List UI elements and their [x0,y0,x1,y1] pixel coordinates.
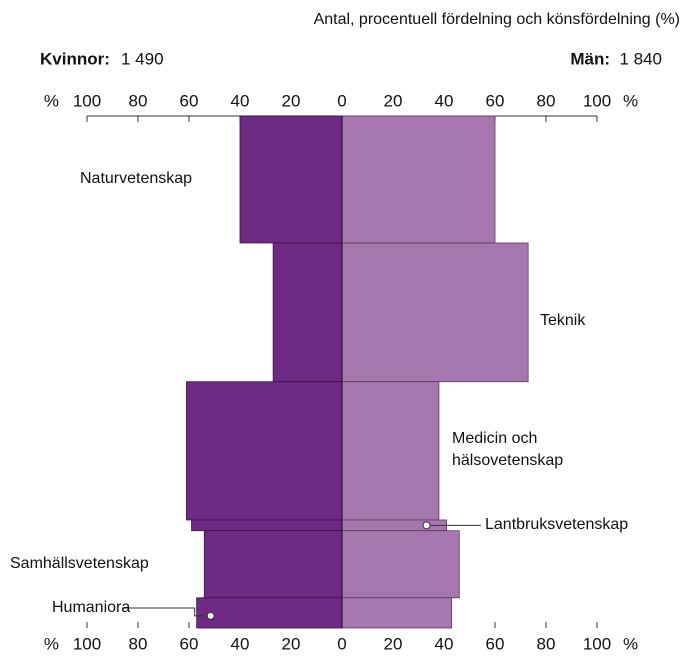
x-tick-label: 80 [537,634,556,653]
x-tick-label: 100 [73,91,101,110]
left-header-count: 1 490 [121,49,164,68]
bar-women [272,242,343,383]
category-label: Lantbruksvetenskap [485,516,629,533]
left-header-name: Kvinnor: [40,49,110,68]
bar-women [196,597,343,629]
leader-dot [422,521,431,530]
right-header-count: 1 840 [619,49,662,68]
bar-women [239,115,343,244]
bar-women [186,381,343,521]
category-label: Medicin och hälsovetenskap [452,430,564,469]
unit-label: % [623,634,638,653]
unit-label: % [623,91,638,110]
bar-men [341,597,453,629]
x-tick-label: 60 [180,91,199,110]
category-label: Naturvetenskap [80,170,193,187]
x-tick-label: 100 [73,634,101,653]
category-label: Humaniora [52,599,131,616]
chart-title: Antal, procentuell fördelning och könsfö… [314,11,680,28]
unit-label: % [44,91,59,110]
bar-women [191,519,343,532]
x-tick-label: 0 [337,91,346,110]
bar-men [341,381,440,521]
bar-men [341,115,496,244]
x-tick-label: 60 [180,634,199,653]
x-tick-label: 80 [537,91,556,110]
category-label: Teknik [540,312,586,329]
x-tick-label: 40 [231,91,250,110]
x-tick-label: 60 [486,634,505,653]
unit-label: % [44,634,59,653]
x-tick-label: 20 [384,634,403,653]
x-tick-label: 80 [129,634,148,653]
x-tick-label: 20 [282,634,301,653]
bar-women [203,530,343,599]
bar-men [341,242,529,383]
right-header-name: Män: [570,49,610,68]
bar-men [341,530,460,599]
x-tick-label: 100 [583,634,611,653]
x-tick-label: 20 [384,91,403,110]
x-tick-label: 40 [435,634,454,653]
x-tick-label: 20 [282,91,301,110]
category-label: Samhällsvetenskap [10,555,149,572]
x-tick-label: 100 [583,91,611,110]
leader-dot [206,611,215,620]
x-tick-label: 0 [337,634,346,653]
x-tick-label: 80 [129,91,148,110]
x-tick-label: 40 [435,91,454,110]
x-tick-label: 40 [231,634,250,653]
leader-line [122,607,211,617]
x-tick-label: 60 [486,91,505,110]
